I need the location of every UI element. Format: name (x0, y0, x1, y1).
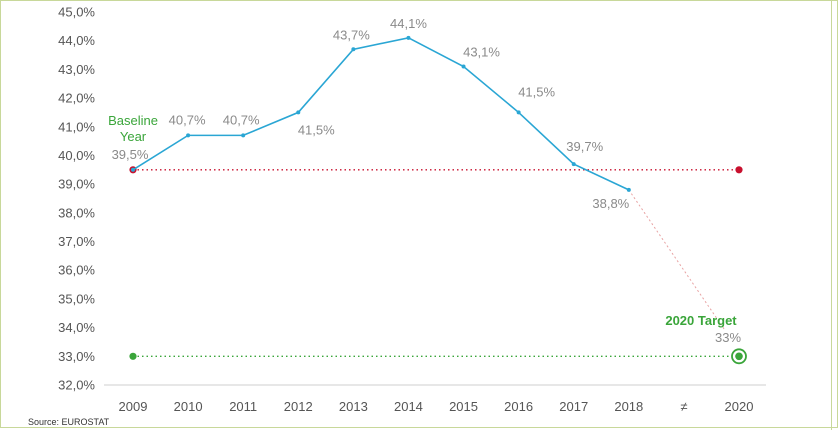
frame-right-border (831, 0, 832, 430)
data-label: 44,1% (390, 16, 427, 31)
series-point (406, 35, 411, 40)
y-axis: 32,0% 33,0% 34,0% 35,0% 36,0% 37,0% 38,0% 39,0%… (58, 5, 95, 393)
y-tick-label: 36,0% (58, 263, 95, 278)
series-point (351, 47, 356, 52)
series-point (626, 187, 631, 192)
data-label: 41,5% (298, 122, 335, 137)
x-tick-label: 2013 (339, 399, 368, 414)
x-tick-label: 2018 (614, 399, 643, 414)
data-label: 41,5% (518, 84, 555, 99)
x-tick-label: 2010 (174, 399, 203, 414)
x-tick-label: ≠ (680, 399, 687, 414)
baseline-annotation-line1: Baseline (108, 113, 158, 128)
target-value-label: 33% (715, 330, 741, 345)
baseline-annotation-line2: Year (120, 129, 147, 144)
target-start-marker (129, 352, 137, 360)
y-tick-label: 37,0% (58, 234, 95, 249)
series-point (461, 64, 466, 69)
data-label: 40,7% (169, 112, 206, 127)
target-annotation: 2020 Target (665, 313, 737, 328)
series-point (571, 162, 576, 167)
y-tick-label: 42,0% (58, 91, 95, 106)
data-label: 39,7% (566, 139, 603, 154)
x-tick-label: 2017 (559, 399, 588, 414)
x-tick-label: 2012 (284, 399, 313, 414)
x-tick-label: 2014 (394, 399, 423, 414)
y-tick-label: 39,0% (58, 177, 95, 192)
data-label: 43,7% (333, 27, 370, 42)
y-tick-label: 40,0% (58, 148, 95, 163)
data-label: 38,8% (592, 196, 629, 211)
x-tick-label: 2016 (504, 399, 533, 414)
y-tick-label: 34,0% (58, 320, 95, 335)
y-tick-label: 43,0% (58, 62, 95, 77)
data-label: 39,5% (112, 147, 149, 162)
x-axis: 2009 2010 2011 2012 2013 2014 2015 2016 2017 2018… (104, 384, 766, 414)
series-line (132, 36, 630, 191)
y-tick-label: 41,0% (58, 119, 95, 134)
y-tick-label: 44,0% (58, 33, 95, 48)
target-end-marker (735, 352, 743, 361)
source-note: Source: EUROSTAT (28, 417, 110, 427)
x-tick-label: 2015 (449, 399, 478, 414)
series-point (241, 133, 246, 138)
y-tick-label: 32,0% (58, 378, 95, 393)
x-tick-label: 2009 (119, 399, 148, 414)
data-label: 40,7% (223, 112, 260, 127)
y-tick-label: 35,0% (58, 291, 95, 306)
series-point (186, 133, 191, 138)
data-labels: 39,5% 40,7% 40,7% 41,5% 43,7% 44,1% 43,1% 41,5%… (112, 16, 630, 211)
y-tick-label: 45,0% (58, 5, 95, 20)
projection-line (628, 189, 726, 331)
series-point (131, 167, 135, 172)
data-label: 43,1% (463, 45, 500, 60)
y-tick-label: 33,0% (58, 349, 95, 364)
baseline-end-marker (735, 166, 743, 174)
x-tick-label: 2020 (725, 399, 754, 414)
series-point (516, 110, 521, 115)
series-point (296, 110, 301, 115)
x-tick-label: 2011 (229, 399, 257, 414)
reference-lines (129, 166, 747, 365)
data-series (131, 35, 631, 192)
y-tick-label: 38,0% (58, 205, 95, 220)
